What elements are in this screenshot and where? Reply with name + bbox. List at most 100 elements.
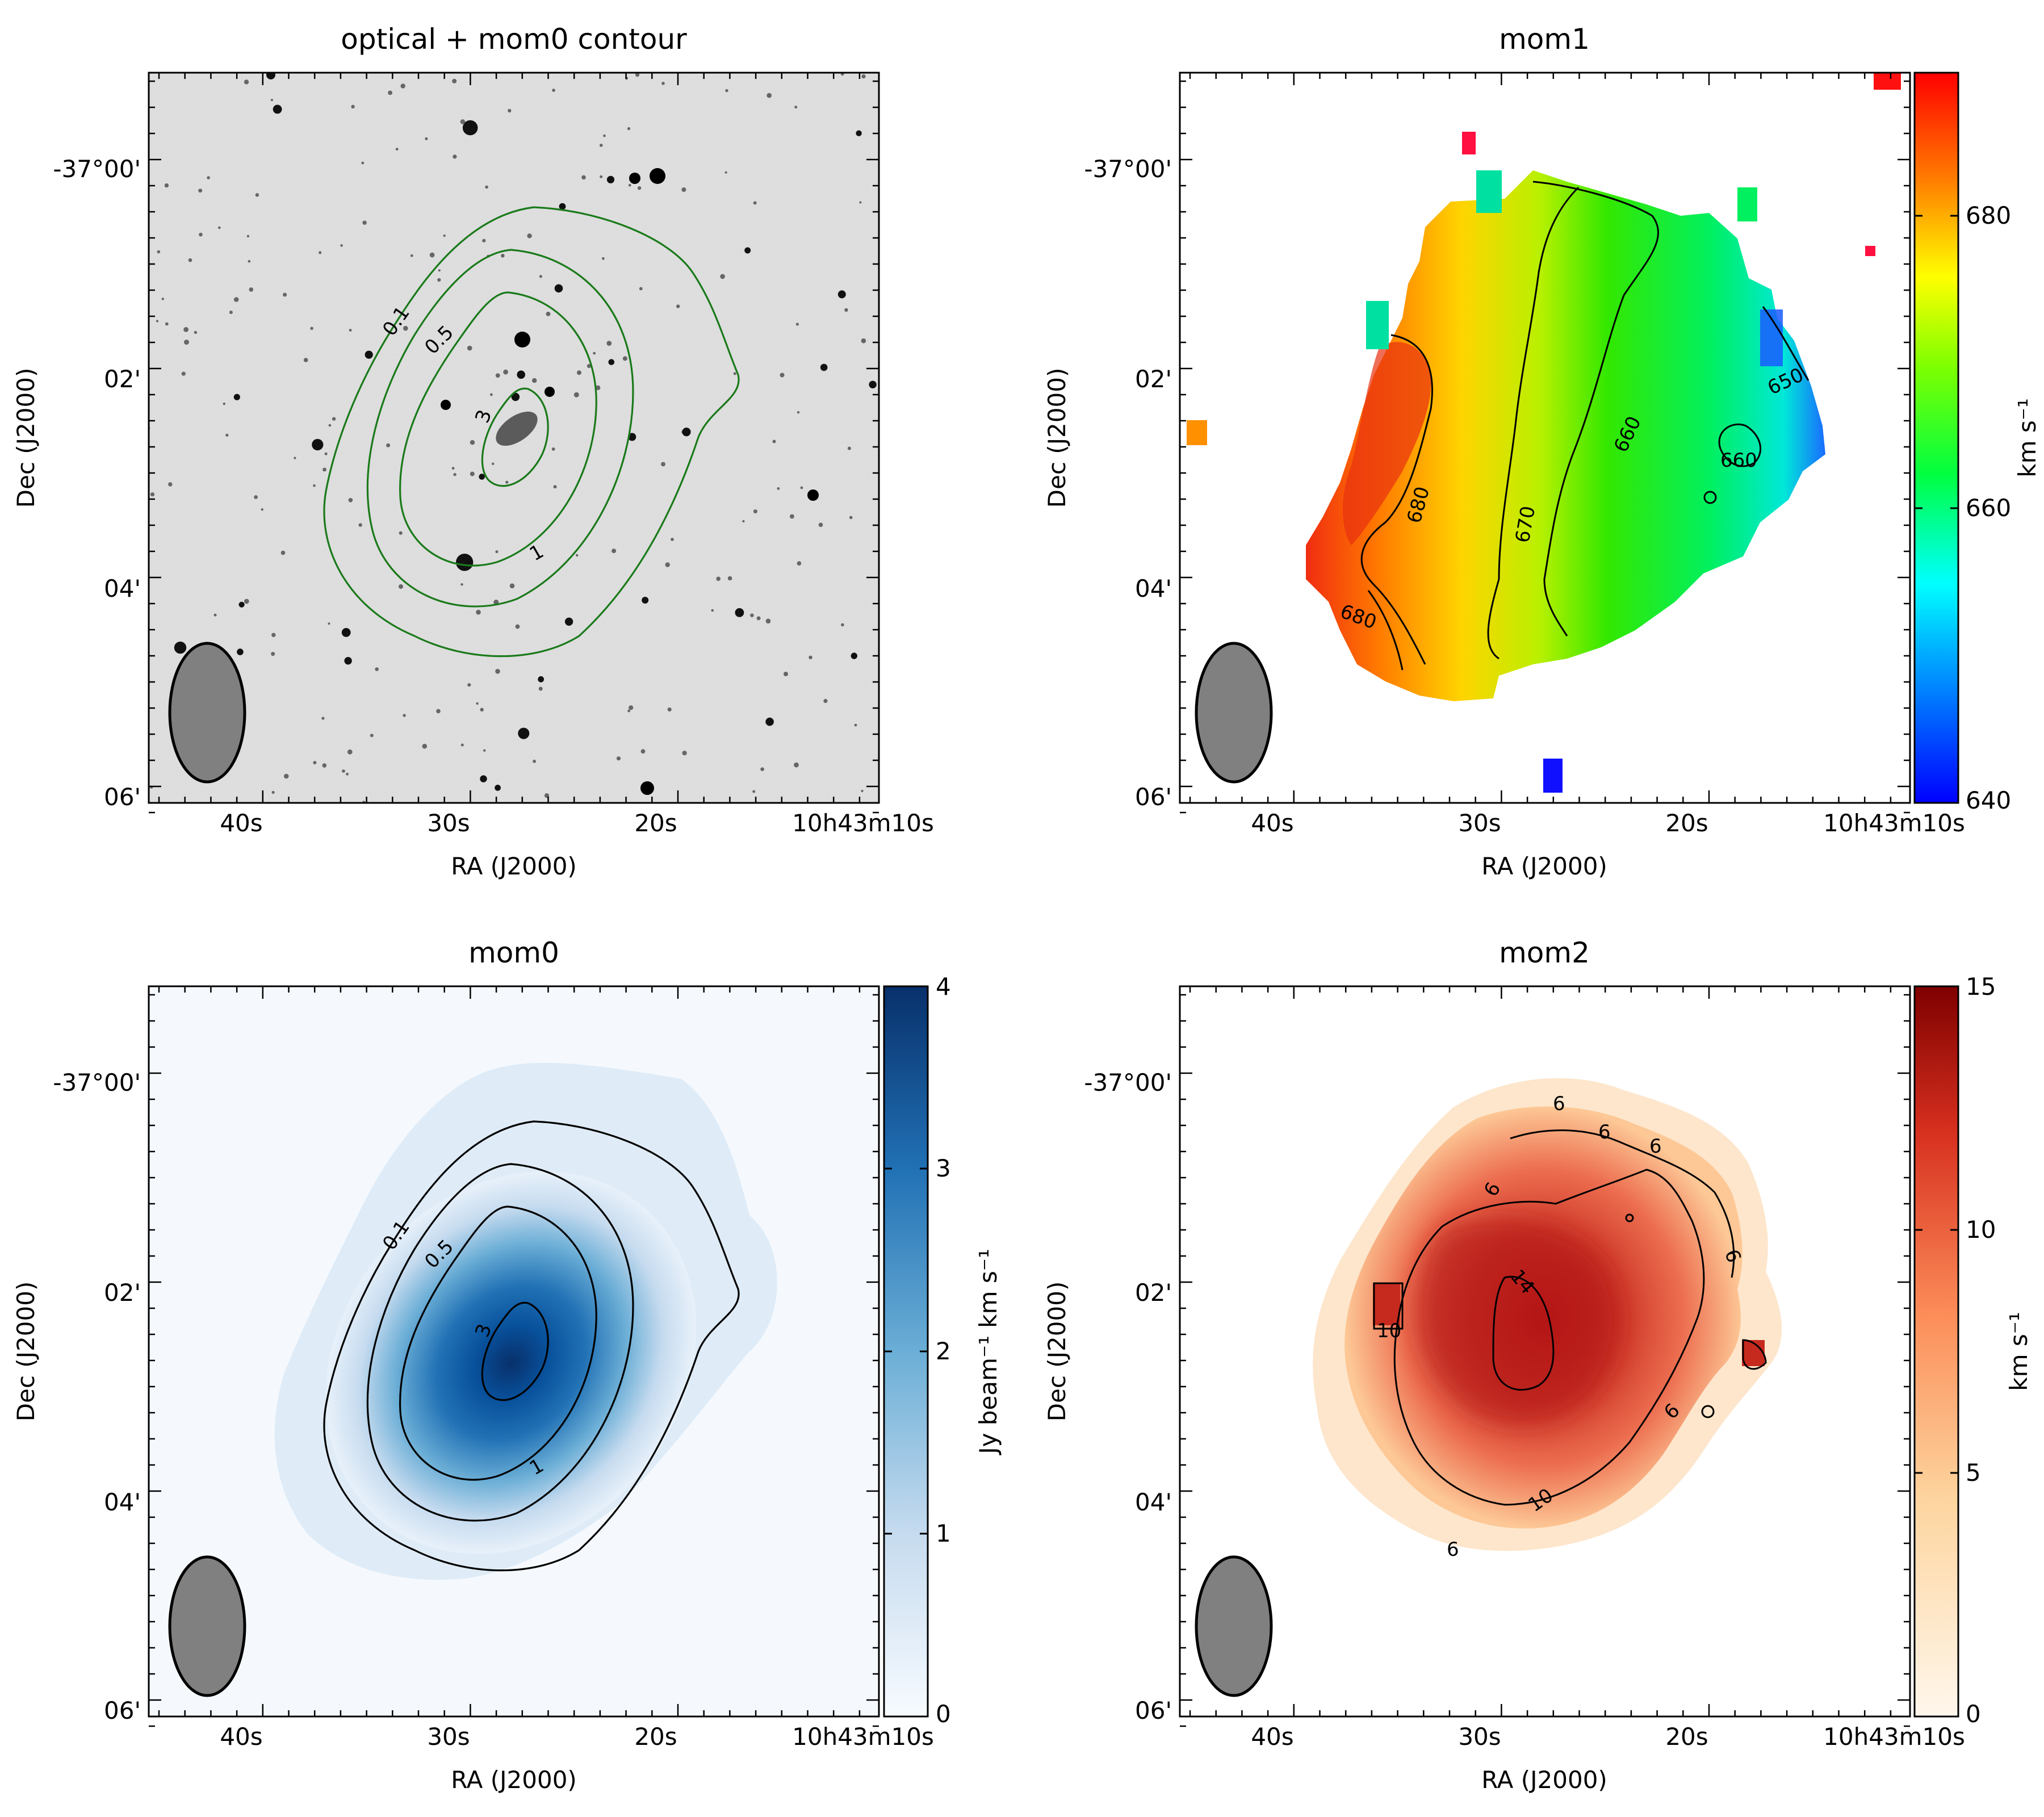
star <box>711 609 714 612</box>
star <box>661 82 665 85</box>
star <box>800 486 803 489</box>
star <box>600 144 603 147</box>
star <box>283 773 289 779</box>
star <box>671 538 674 541</box>
star <box>483 749 486 752</box>
star <box>341 628 351 637</box>
contour-label: 10 <box>1377 1320 1401 1342</box>
contour-set <box>323 206 740 658</box>
y-tick-label: 02' <box>1135 365 1172 393</box>
colorbar-ticks <box>1915 215 1958 804</box>
star <box>271 652 275 656</box>
contour-line <box>366 249 634 608</box>
star <box>841 623 844 627</box>
star <box>635 73 640 77</box>
bright-star <box>544 387 555 397</box>
x-tick-label: 10h43m10s <box>792 1723 934 1751</box>
x-tick-label: 40s <box>1251 809 1293 837</box>
star <box>492 462 495 465</box>
star <box>248 259 251 263</box>
y-tick-label: 06' <box>104 783 141 811</box>
x-axis: 40s 30s 20s 10h43m10s RA (J2000) <box>220 809 934 880</box>
star <box>294 457 296 459</box>
star <box>600 175 603 178</box>
axes-frame <box>148 72 880 804</box>
star <box>682 751 687 756</box>
colorbar-tick-label: 680 <box>1966 202 2011 229</box>
star <box>627 127 631 131</box>
star <box>777 487 780 490</box>
star <box>505 480 509 484</box>
dispersion-patch <box>1742 1340 1765 1366</box>
star <box>161 298 164 300</box>
contour-line <box>1762 306 1810 381</box>
star <box>470 440 475 445</box>
star <box>150 492 155 497</box>
star <box>156 320 159 323</box>
star <box>270 99 273 102</box>
x-tick-label: 10h43m10s <box>1823 1723 1965 1751</box>
star <box>608 359 615 365</box>
star <box>358 523 362 527</box>
star <box>328 424 332 427</box>
velocity-red-core <box>1343 342 1431 545</box>
star <box>238 601 245 608</box>
x-tick-label: 30s <box>1458 809 1501 837</box>
star <box>616 756 621 761</box>
star <box>429 252 435 258</box>
contour-line <box>323 1120 740 1572</box>
colorbar-gradient <box>1913 72 1959 804</box>
colorbar-tick-label: 1 <box>936 1519 951 1547</box>
contour-line <box>1360 334 1433 665</box>
colorbar-tick-label: 2 <box>936 1337 951 1365</box>
outlier-blob <box>1865 246 1875 256</box>
star <box>818 522 823 527</box>
panel-mom1: mom1 650 66 <box>1043 23 2041 880</box>
panel-optical: optical + mom0 contour 0.1 0.5 1 3 40s <box>12 23 934 880</box>
colorbar-label: km s⁻¹ <box>2005 1312 2033 1391</box>
star <box>303 358 308 362</box>
star <box>554 284 563 293</box>
star <box>559 203 566 210</box>
x-axis: 40s 30s 20s 10h43m10s RA (J2000) <box>1251 809 1965 880</box>
star <box>837 290 846 299</box>
x-tick-label: 10h43m10s <box>1823 809 1965 837</box>
y-axis: -37°00' 02' 04' 06' Dec (J2000) <box>1043 155 1172 811</box>
contour-line <box>1532 181 1659 637</box>
star <box>400 83 405 89</box>
star <box>676 304 680 308</box>
star <box>347 749 353 755</box>
star <box>480 707 484 712</box>
star <box>495 550 499 554</box>
star <box>207 176 210 179</box>
star <box>199 232 203 237</box>
x-axis-label: RA (J2000) <box>1481 852 1607 880</box>
colorbar: 640 660 680 km s⁻¹ <box>1913 72 2041 814</box>
star <box>515 624 520 629</box>
star <box>229 311 233 314</box>
x-tick-label: 20s <box>1665 1723 1708 1751</box>
colorbar-label: km s⁻¹ <box>2013 398 2041 477</box>
star <box>564 617 573 626</box>
star <box>509 583 515 589</box>
contour-line <box>481 387 549 487</box>
star <box>581 175 586 180</box>
star <box>470 471 475 476</box>
star <box>790 514 794 519</box>
bright-star <box>807 489 819 501</box>
star <box>249 287 254 292</box>
outlier-blob <box>1737 187 1757 221</box>
star <box>451 467 455 470</box>
star <box>266 73 275 79</box>
star <box>532 378 537 383</box>
x-axis-label: RA (J2000) <box>1481 1766 1607 1794</box>
star <box>628 183 631 187</box>
x-tick-label: 40s <box>220 1723 262 1751</box>
star <box>410 254 413 257</box>
star <box>351 104 355 108</box>
star <box>639 287 643 291</box>
star <box>321 717 325 720</box>
contour-set <box>1360 181 1810 671</box>
star <box>476 609 481 615</box>
star <box>539 275 543 278</box>
